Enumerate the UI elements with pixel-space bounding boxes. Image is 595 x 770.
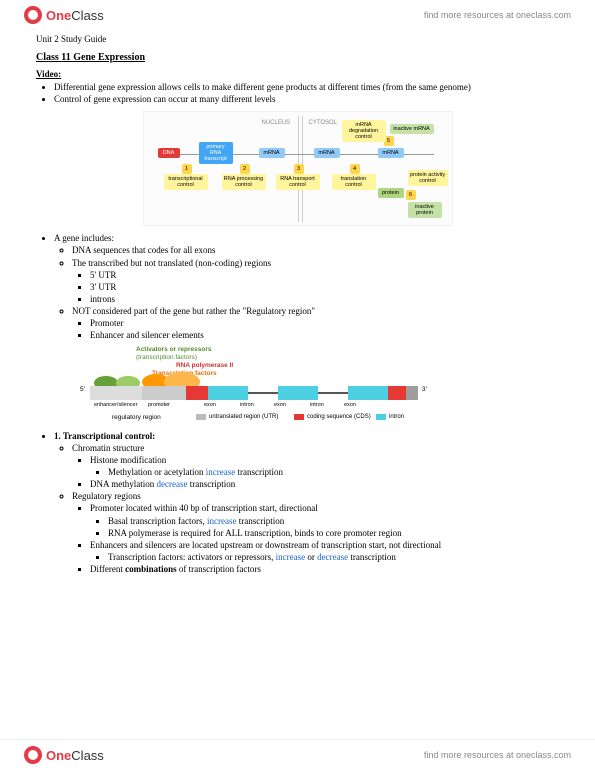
trans-b2c: Different combinations of transcription …: [90, 563, 559, 575]
ctrl-1: transcriptional control: [164, 174, 208, 190]
legend-intron: intron: [376, 414, 404, 420]
expression-control-diagram: NUCLEUS CYTOSOL DNA primary RNA transcri…: [143, 111, 453, 226]
dna-box: DNA: [158, 148, 180, 158]
footer: OneClass find more resources at oneclass…: [0, 739, 595, 770]
inactive-protein-box: inactive protein: [408, 202, 442, 218]
nucleus-label: NUCLEUS: [262, 120, 291, 126]
ctrl-3: RNA transport control: [276, 174, 320, 190]
brand-text-footer: OneClass: [46, 748, 104, 763]
ctrl-4: translation control: [332, 174, 376, 190]
video-bullet-2: Control of gene expression can occur at …: [54, 93, 559, 105]
trans-b2b: Enhancers and silencers are located upst…: [90, 539, 559, 551]
gene-structure-diagram: Activators or repressors (transcription …: [76, 346, 436, 426]
exon-label-2: exon: [274, 402, 286, 408]
enh-label: enhancer/silencer: [94, 402, 137, 408]
trans-b2b1: Transcription factors: activators or rep…: [108, 551, 559, 563]
num-3: 3: [294, 164, 304, 174]
five-prime: 5': [80, 386, 85, 393]
reg-region-label: regulatory region: [112, 414, 161, 421]
ctrl-2: RNA processing control: [222, 174, 266, 190]
num-6: 6: [406, 190, 416, 200]
increase-link[interactable]: increase: [206, 467, 235, 477]
footer-tagline[interactable]: find more resources at oneclass.com: [424, 750, 571, 760]
decrease-link[interactable]: decrease: [157, 479, 188, 489]
three-prime: 3': [422, 386, 427, 393]
rnap-label: RNA polymerase II: [176, 362, 233, 369]
logo-icon: [24, 6, 42, 24]
brand-logo: OneClass: [24, 6, 104, 24]
inactive-mrna-box: inactive mRNA: [390, 124, 434, 134]
trans-b1a: Histone modification: [90, 454, 559, 466]
exon-label-1: exon: [204, 402, 216, 408]
decrease-link-2[interactable]: decrease: [317, 552, 348, 562]
num-2: 2: [240, 164, 250, 174]
trans-head: 1. Transcriptional control:: [54, 430, 559, 442]
intron-label-2: intron: [310, 402, 324, 408]
cytosol-label: CYTOSOL: [309, 120, 338, 126]
trans-b1a1: Methylation or acetylation increase tran…: [108, 466, 559, 478]
gene-b2: The transcribed but not translated (non-…: [72, 257, 559, 269]
gene-b1: DNA sequences that codes for all exons: [72, 244, 559, 256]
act-rep-label: Activators or repressors: [136, 346, 212, 353]
legend-cds: coding sequence (CDS): [294, 414, 371, 420]
primary-rna-box: primary RNA transcript: [199, 142, 233, 164]
ctrl-5: mRNA degradation control: [342, 120, 386, 142]
prom-label: promoter: [148, 402, 170, 408]
trans-b2a: Promoter located within 40 bp of transcr…: [90, 502, 559, 514]
increase-link-2[interactable]: increase: [207, 516, 236, 526]
legend-utr: untranslated region (UTR): [196, 414, 278, 420]
num-4: 4: [350, 164, 360, 174]
gene-b2a: 5' UTR: [90, 269, 559, 281]
trans-b1: Chromatin structure: [72, 442, 559, 454]
logo-icon-footer: [24, 746, 42, 764]
brand-logo-footer: OneClass: [24, 746, 104, 764]
ctrl-6: protein activity control: [408, 170, 448, 186]
protein-box: protein: [378, 188, 404, 198]
gene-b2c: introns: [90, 293, 559, 305]
header-tagline[interactable]: find more resources at oneclass.com: [424, 10, 571, 20]
mrna-box-3: mRNA: [378, 148, 404, 158]
increase-link-3[interactable]: increase: [276, 552, 305, 562]
num-1: 1: [182, 164, 192, 174]
class-title: Class 11 Gene Expression: [36, 52, 559, 63]
brand-text: OneClass: [46, 8, 104, 23]
video-bullet-1: Differential gene expression allows cell…: [54, 81, 559, 93]
trans-b1b: DNA methylation decrease transcription: [90, 478, 559, 490]
unit-title: Unit 2 Study Guide: [36, 34, 559, 44]
exon-label-3: exon: [344, 402, 356, 408]
gene-b3b: Enhancer and silencer elements: [90, 329, 559, 341]
gene-b2b: 3' UTR: [90, 281, 559, 293]
trans-b2: Regulatory regions: [72, 490, 559, 502]
tf-label: (transcription factors): [136, 354, 197, 361]
trans-b2a2: RNA polymerase is required for ALL trans…: [108, 527, 559, 539]
video-heading: Video:: [36, 69, 559, 79]
trans-b2a1: Basal transcription factors, increase tr…: [108, 515, 559, 527]
mrna-box-1: mRNA: [259, 148, 285, 158]
gene-b3a: Promoter: [90, 317, 559, 329]
gene-b3: NOT considered part of the gene but rath…: [72, 305, 559, 317]
intron-label-1: intron: [240, 402, 254, 408]
header: OneClass find more resources at oneclass…: [0, 0, 595, 30]
gene-head: A gene includes:: [54, 232, 559, 244]
document-body: Unit 2 Study Guide Class 11 Gene Express…: [0, 30, 595, 575]
mrna-box-2: mRNA: [314, 148, 340, 158]
